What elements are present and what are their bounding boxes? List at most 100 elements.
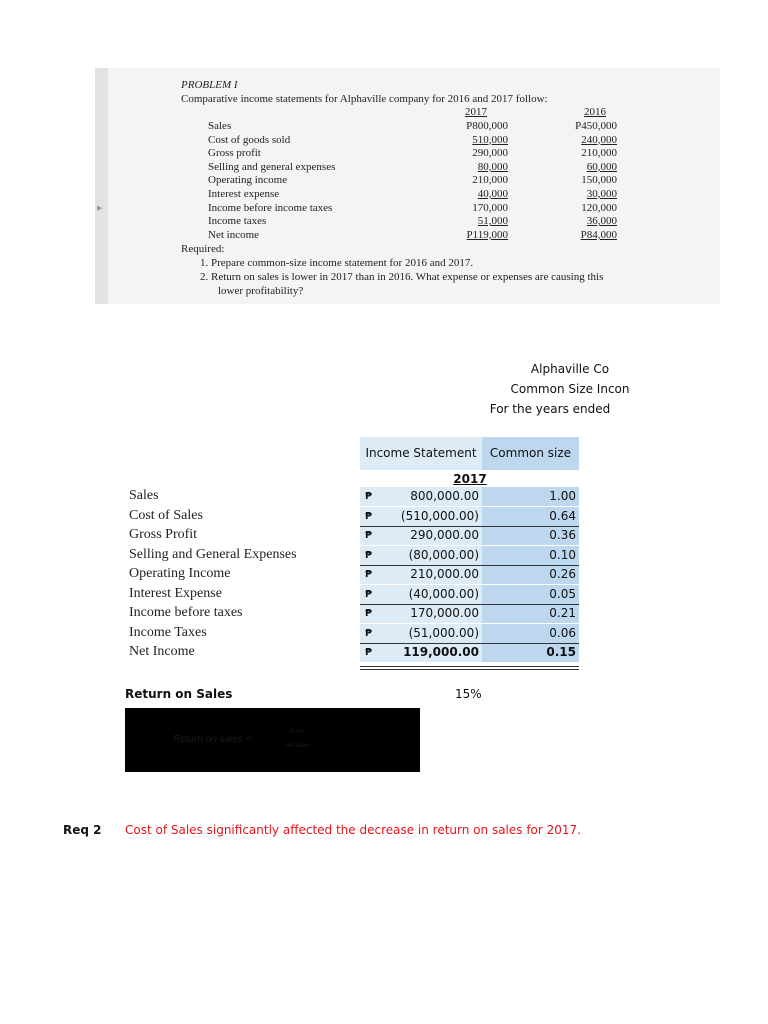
common-size-value: 0.05 (549, 586, 576, 601)
required-item-2: 2. Return on sales is lower in 2017 than… (200, 271, 604, 283)
table-row-label: Selling and General Expenses (129, 546, 297, 562)
problem-row-2017: 170,000 (472, 201, 508, 214)
problem-row-label: Income taxes (208, 215, 267, 228)
problem-row-2016: 240,000 (581, 133, 617, 146)
income-cell (360, 487, 482, 506)
common-size-value: 0.36 (549, 528, 576, 542)
problem-row-label: Income before income taxes (208, 201, 333, 214)
statement-title: Common Size Incon (510, 382, 630, 396)
return-on-sales-value: 15% (455, 687, 482, 701)
problem-row-label: Gross profit (208, 147, 261, 160)
formula-numerator: Profit (290, 729, 305, 735)
table-row-label: Sales (129, 488, 159, 503)
col-2017: 2017 (465, 106, 487, 118)
income-cell (360, 545, 482, 565)
amount-value: (80,000.00) (408, 547, 479, 562)
income-cell (360, 565, 482, 584)
peso-sign: ₱ (365, 608, 372, 619)
problem-row-2016: 60,000 (586, 160, 617, 173)
income-cell (360, 584, 482, 604)
amount-value: (40,000.00) (408, 586, 479, 601)
problem-row-label: Selling and general expenses (208, 160, 336, 173)
problem-row-2016: P450,000 (575, 120, 617, 132)
problem-row-2017: 40,000 (477, 188, 508, 200)
common-size-cell (482, 506, 579, 526)
income-cell (360, 526, 482, 545)
subtotal-rule (360, 643, 579, 644)
peso-sign: ₱ (365, 491, 372, 502)
common-size-cell (482, 584, 579, 604)
problem-row-label: Interest expense (208, 188, 280, 200)
problem-row-2017: P119,000 (466, 228, 508, 241)
subtotal-rule (360, 604, 579, 605)
double-rule-1 (360, 666, 579, 667)
formula-denominator: Net sales (285, 743, 311, 749)
peso-sign: ₱ (365, 530, 372, 541)
income-cell (360, 604, 482, 623)
peso-sign: ₱ (365, 569, 372, 580)
income-cell (360, 643, 482, 662)
formula-image: Return on sales = Profit Net sales (125, 708, 420, 772)
problem-row-2016: 120,000 (581, 201, 617, 214)
header-common-size: Common size (482, 437, 579, 470)
common-size-cell (482, 487, 579, 506)
problem-row-2017: 290,000 (472, 147, 508, 160)
problem-row-label: Net income (208, 228, 260, 241)
amount-value: 119,000.00 (403, 645, 479, 659)
table-row-label: Interest Expense (129, 585, 222, 601)
common-size-value: 0.06 (549, 625, 576, 640)
problem-row-2016: P84,000 (580, 228, 617, 241)
problem-title: PROBLEM I (181, 79, 238, 91)
amount-value: (51,000.00) (408, 625, 479, 640)
income-cell (360, 623, 482, 643)
amount-value: 290,000.00 (410, 528, 479, 542)
subtotal-rule (360, 565, 579, 566)
common-size-value: 0.64 (549, 508, 576, 523)
problem-image: ▶ PROBLEM I Comparative income statement… (95, 68, 720, 304)
amount-value: 170,000.00 (410, 606, 479, 620)
required-item-2-cont: lower profitability? (218, 285, 304, 297)
peso-sign: ₱ (365, 588, 372, 600)
common-size-cell (482, 604, 579, 623)
common-size-cell (482, 545, 579, 565)
year-header: 2017 (453, 472, 487, 486)
problem-row-2017: 80,000 (477, 160, 508, 173)
problem-row-2016: 36,000 (586, 215, 617, 228)
col-2016: 2016 (584, 106, 606, 118)
income-cell (360, 506, 482, 526)
side-strip (95, 68, 108, 304)
peso-sign: ₱ (365, 549, 372, 561)
problem-row-2016: 210,000 (581, 147, 617, 160)
table-row-label: Income before taxes (129, 605, 243, 620)
problem-row-2017: 51,000 (477, 215, 508, 228)
problem-row-label: Sales (208, 120, 232, 132)
amount-value: 210,000.00 (410, 567, 479, 581)
problem-row-2017: 510,000 (472, 133, 508, 146)
statement-period: For the years ended (489, 402, 611, 416)
problem-row-label: Cost of goods sold (208, 133, 291, 146)
required-item-1: 1. Prepare common-size income statement … (200, 257, 474, 269)
common-size-cell (482, 643, 579, 662)
common-size-value: 0.21 (549, 606, 576, 620)
formula-text: Return on sales = (173, 734, 252, 745)
double-rule-2 (360, 669, 579, 670)
peso-sign: ₱ (365, 647, 372, 658)
expand-arrow-icon[interactable]: ▶ (97, 205, 103, 212)
header-income-statement: Income Statement (360, 437, 482, 470)
problem-row-2016: 30,000 (586, 188, 617, 200)
peso-sign: ₱ (365, 627, 372, 639)
table-row-label: Net Income (129, 644, 195, 659)
req2-label: Req 2 (63, 823, 102, 837)
common-size-cell (482, 526, 579, 545)
amount-value: 800,000.00 (410, 489, 479, 503)
return-on-sales-label: Return on Sales (125, 687, 233, 701)
problem-row-2016: 150,000 (581, 174, 617, 187)
problem-row-2017: 210,000 (472, 174, 508, 187)
table-row-label: Cost of Sales (129, 507, 203, 523)
req2-answer: Cost of Sales significantly affected the… (125, 823, 581, 837)
problem-row-label: Operating income (208, 174, 288, 187)
problem-row-2017: P800,000 (466, 120, 508, 132)
common-size-value: 1.00 (549, 489, 576, 503)
common-size-value: 0.10 (549, 547, 576, 562)
peso-sign: ₱ (365, 510, 372, 522)
